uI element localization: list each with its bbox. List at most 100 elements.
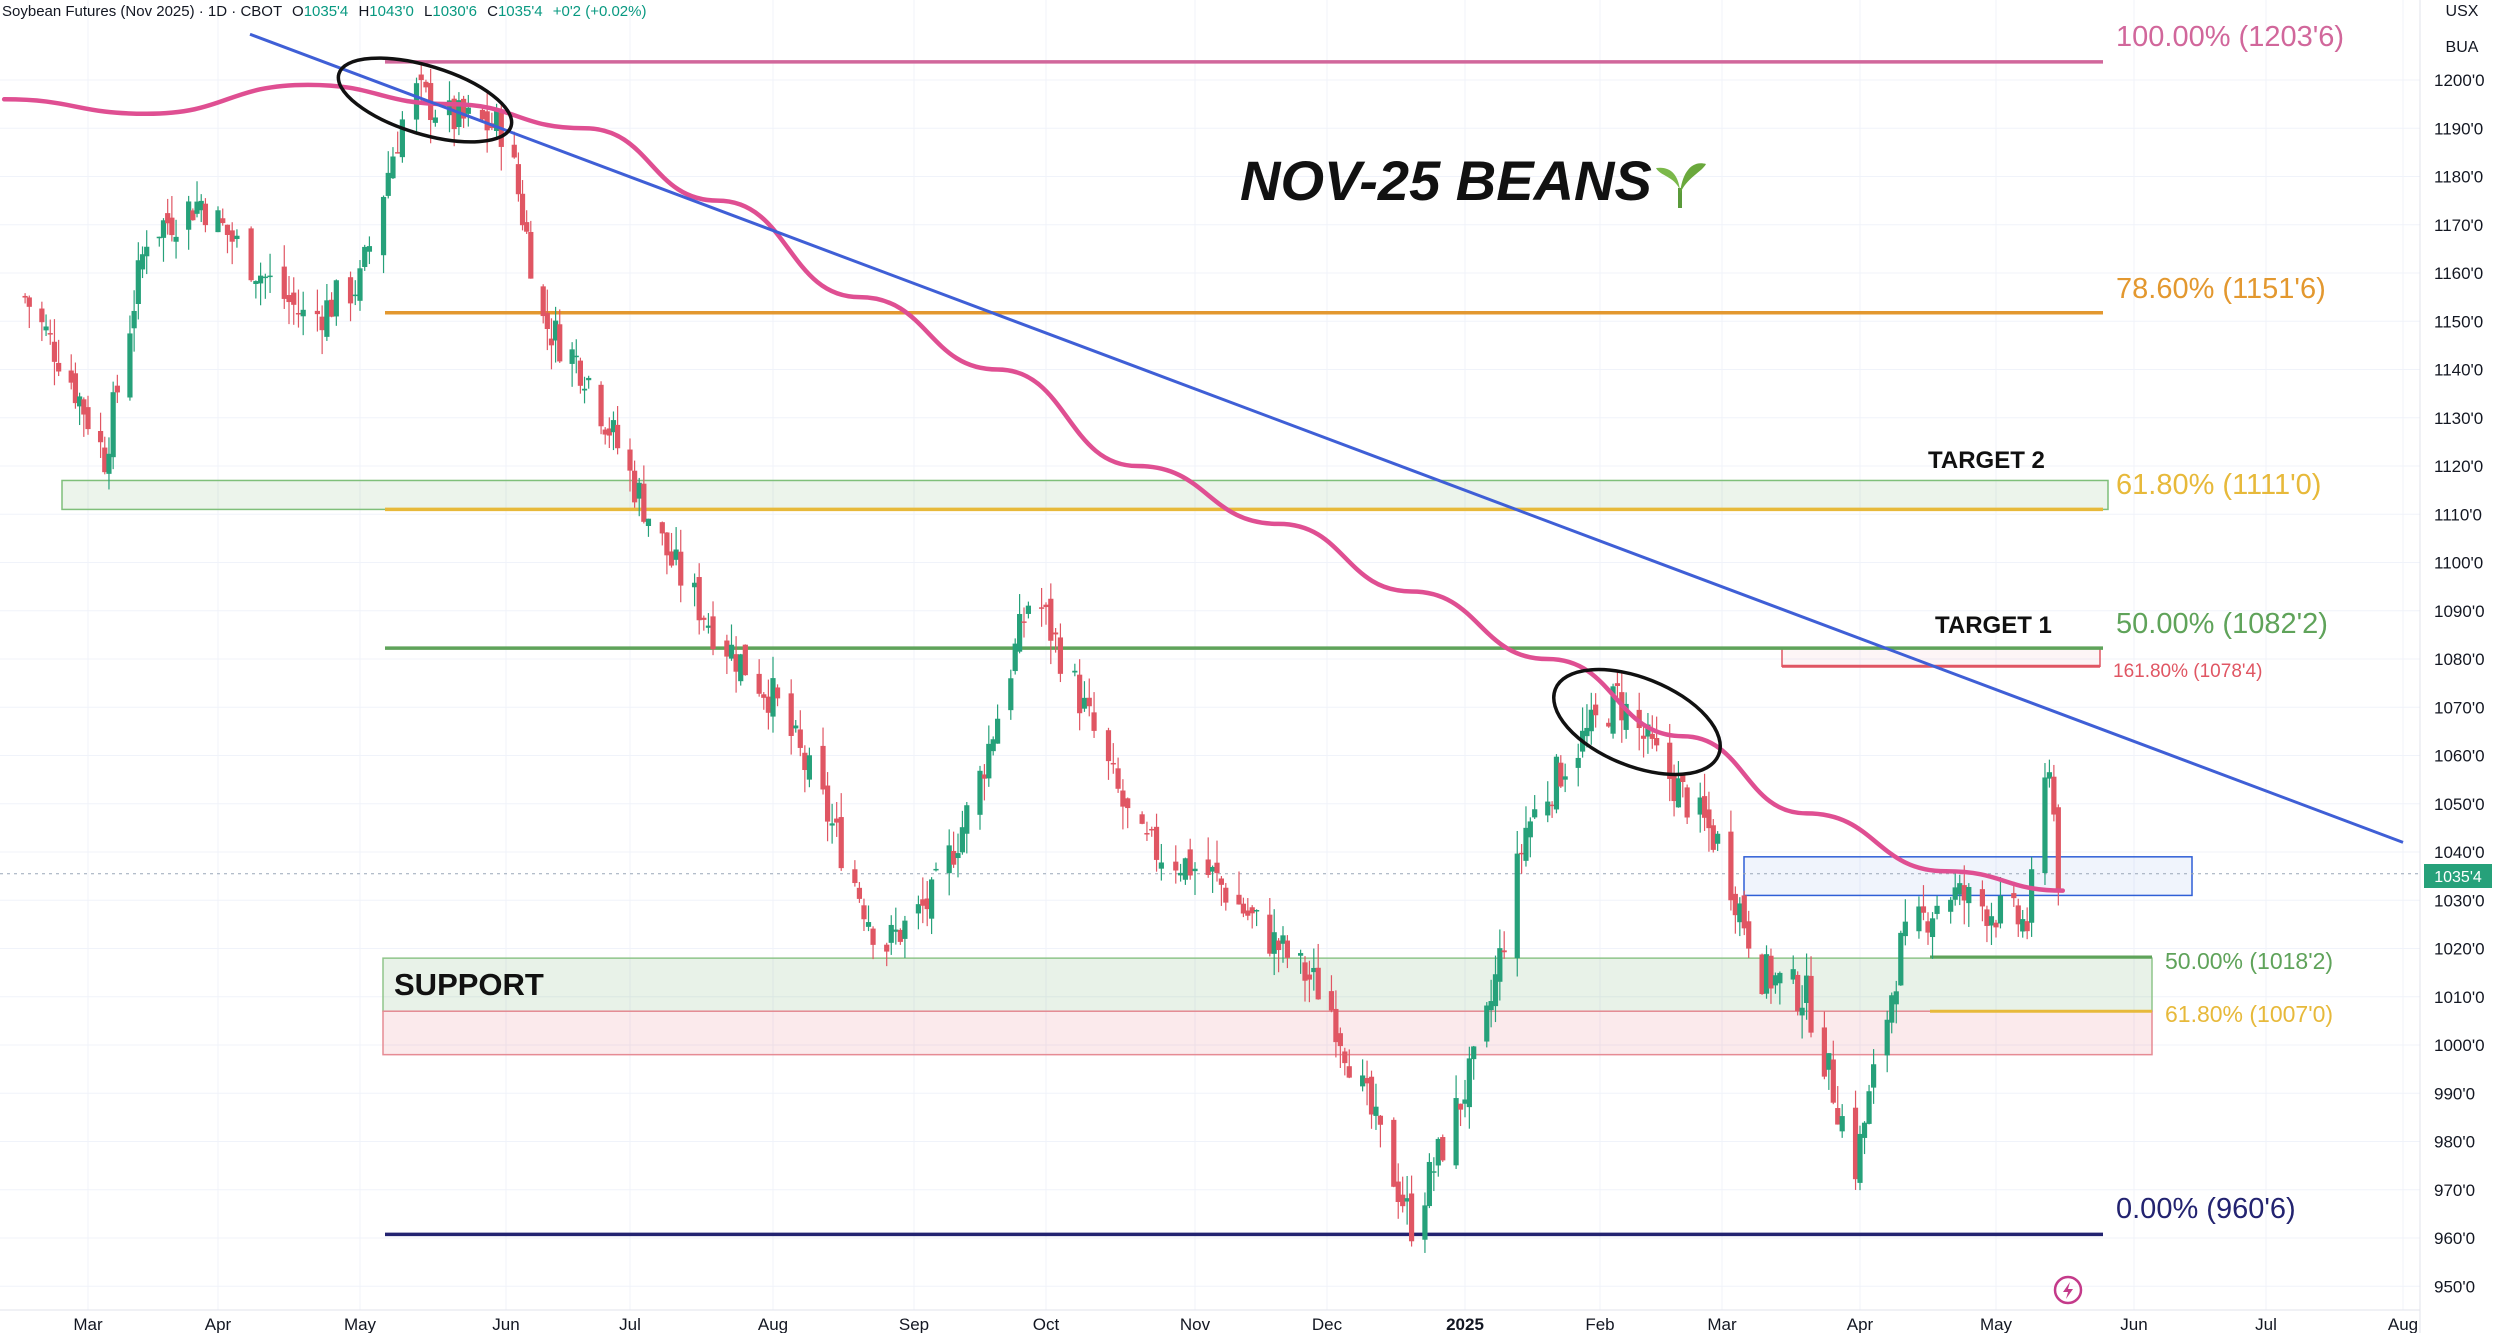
candle	[1120, 790, 1126, 807]
candle	[300, 309, 306, 317]
fib-lines	[0, 60, 2420, 1237]
candle	[756, 673, 762, 694]
target-2-label: TARGET 2	[1928, 447, 2045, 474]
candle	[22, 295, 28, 298]
x-tick-label: Aug	[758, 1315, 788, 1333]
candle	[1408, 1193, 1415, 1242]
candle	[2020, 919, 2026, 932]
candle	[1249, 907, 1255, 914]
candle	[610, 420, 617, 433]
x-tick-label: Jul	[2255, 1315, 2277, 1333]
candle	[1835, 1108, 1841, 1125]
x-tick-label: May	[344, 1315, 377, 1333]
candle	[1606, 722, 1612, 727]
x-tick-label: May	[1980, 1315, 2013, 1333]
candle	[1759, 954, 1765, 995]
candle	[114, 385, 120, 393]
candle	[1311, 967, 1317, 973]
candle	[1144, 833, 1150, 835]
candle	[1298, 953, 1304, 956]
candle	[1593, 704, 1599, 716]
fib-100-label: 100.00% (1203'6)	[2116, 21, 2344, 53]
candle	[515, 164, 521, 195]
candle	[258, 275, 264, 284]
candle	[1426, 1161, 1432, 1207]
candle	[190, 210, 196, 221]
candle	[577, 360, 583, 386]
candle	[333, 280, 339, 317]
candle	[606, 428, 612, 436]
candle	[1210, 866, 1216, 872]
y-tick-label: 1040'0	[2434, 843, 2485, 862]
candle	[632, 470, 638, 503]
candle	[1667, 742, 1673, 779]
candle	[465, 107, 471, 114]
last-price-label: 1035'4	[2434, 869, 2482, 886]
candle	[347, 277, 354, 304]
candle	[519, 193, 526, 226]
candle	[1440, 1137, 1446, 1161]
candle	[1057, 637, 1064, 674]
candle	[915, 904, 921, 914]
candle	[1284, 940, 1290, 958]
candle	[1545, 801, 1551, 816]
high-value: 1043'0	[369, 3, 414, 20]
x-tick-label: Apr	[1847, 1315, 1874, 1333]
x-tick-label: Jun	[492, 1315, 519, 1333]
y-tick-label: 1030'0	[2434, 891, 2485, 910]
unit-label-1: USX	[2446, 3, 2479, 20]
candle	[1893, 991, 1899, 1005]
candle	[68, 370, 74, 383]
x-tick-label: Dec	[1312, 1315, 1343, 1333]
y-tick-label: 980'0	[2434, 1133, 2475, 1152]
candle	[357, 268, 363, 301]
candle	[627, 449, 633, 471]
candle	[1697, 797, 1703, 815]
candle	[1654, 738, 1660, 746]
y-tick-label: 970'0	[2434, 1181, 2475, 1200]
candle	[761, 694, 767, 698]
candle	[802, 752, 808, 771]
candle	[2042, 777, 2048, 874]
candle	[1790, 969, 1796, 980]
candle	[1214, 862, 1220, 874]
candle	[1497, 948, 1503, 982]
candle	[186, 201, 192, 230]
candle	[399, 119, 405, 158]
candle	[586, 377, 592, 381]
candle	[1715, 833, 1721, 844]
candle	[557, 324, 563, 362]
candle	[156, 236, 162, 239]
top-ellipse	[336, 56, 514, 144]
candle	[1649, 733, 1655, 739]
candle	[733, 654, 739, 672]
candle	[897, 929, 903, 942]
candle	[1462, 1099, 1468, 1104]
candle	[144, 246, 150, 257]
candle	[705, 625, 712, 628]
x-tick-label: 2025	[1446, 1315, 1484, 1333]
candle	[1772, 975, 1779, 986]
candle	[1205, 859, 1211, 875]
candle	[553, 320, 559, 341]
candle	[701, 617, 707, 620]
candle	[573, 355, 579, 358]
candle	[352, 294, 358, 297]
candle	[1091, 712, 1097, 731]
candle	[1821, 1027, 1827, 1077]
candle	[1306, 974, 1312, 980]
candle	[1192, 868, 1198, 872]
candle	[253, 281, 259, 285]
candle	[691, 582, 698, 588]
lightning-icon[interactable]	[2053, 1275, 2083, 1305]
candle	[1934, 905, 1940, 914]
candle	[1302, 962, 1308, 981]
y-tick-label: 1160'0	[2434, 264, 2483, 283]
candle	[1471, 1046, 1477, 1060]
candle	[865, 922, 872, 927]
candle	[1768, 955, 1774, 989]
candle	[1139, 814, 1145, 824]
candle	[1346, 1066, 1352, 1078]
candle	[1328, 991, 1335, 1011]
